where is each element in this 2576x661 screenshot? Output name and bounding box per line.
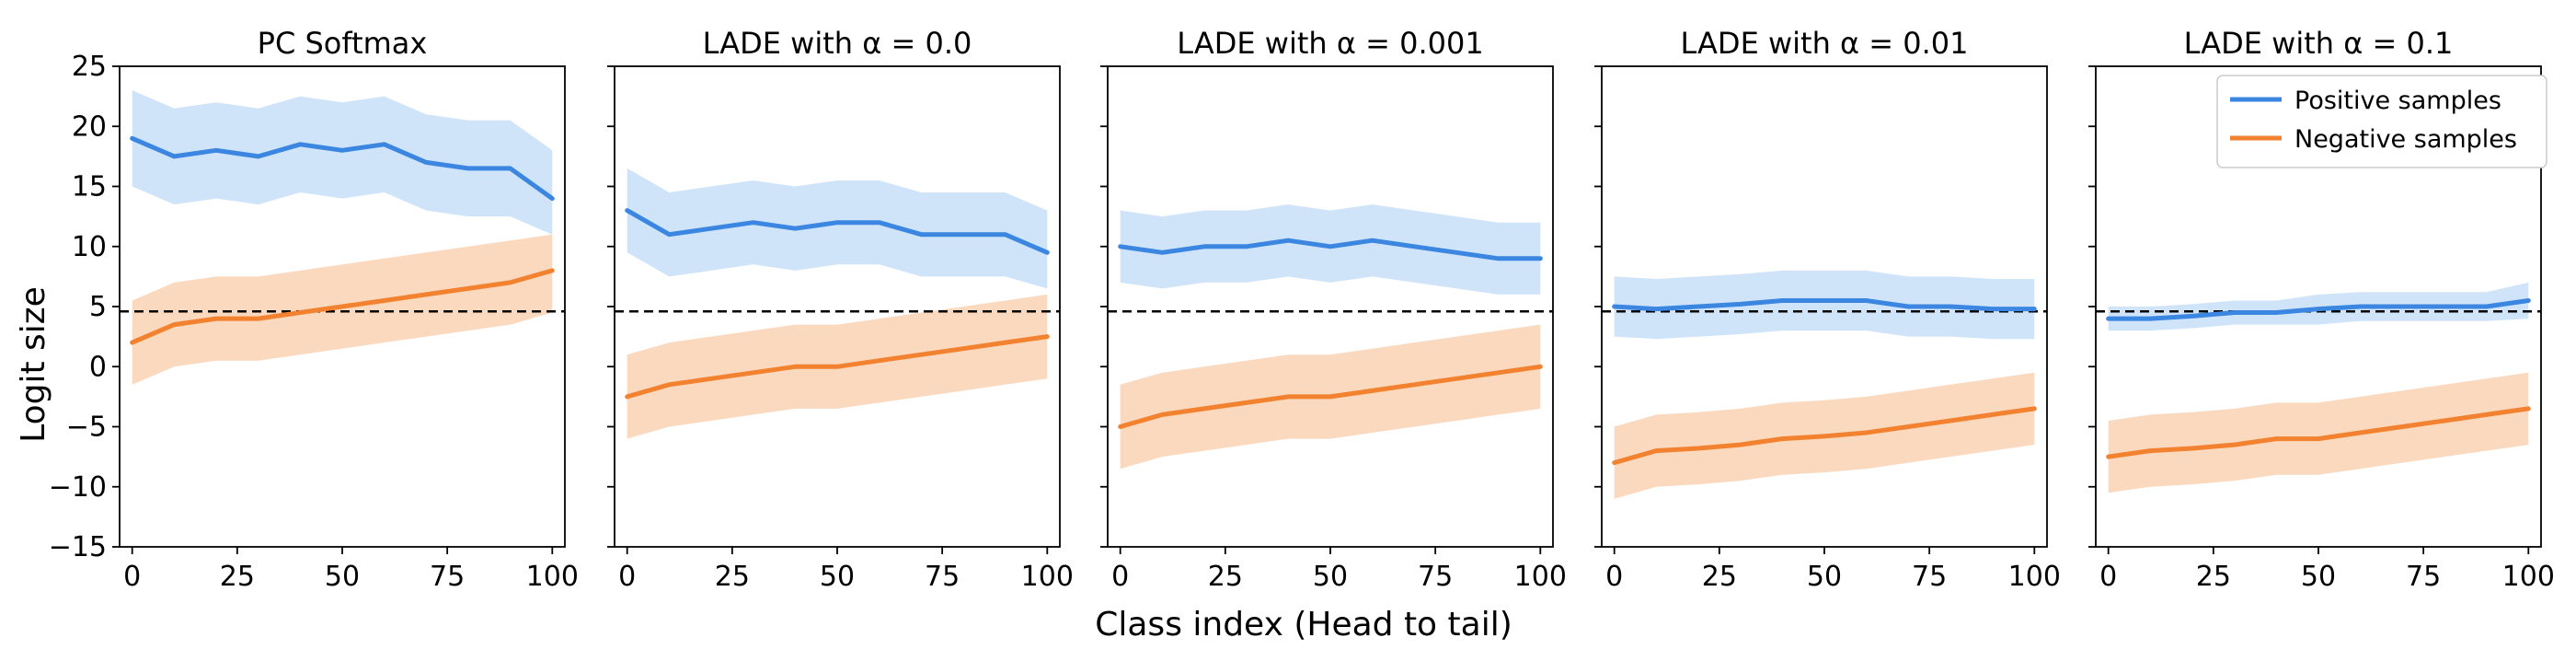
x-tick-label-3-0: 0	[1111, 561, 1129, 593]
panel-4: 0 25 50 75 100 LADE with α = 0.01	[1594, 26, 2061, 593]
line-positive-5	[2106, 298, 2531, 321]
line-negative-2	[625, 334, 1050, 400]
x-tick-label-5-3: 75	[2406, 561, 2441, 593]
x-tick-label-4-3: 75	[1912, 561, 1947, 593]
line-positive-3	[1118, 238, 1543, 261]
band-positive-4	[1614, 270, 2035, 340]
y-tick-label-0: −15	[49, 531, 107, 563]
x-tick-label-3-2: 50	[1313, 561, 1348, 593]
x-tick-label-4-1: 25	[1702, 561, 1737, 593]
band-positive-5	[2108, 282, 2529, 331]
x-tick-label-5-2: 50	[2301, 561, 2336, 593]
line-negative-3	[1118, 364, 1543, 429]
x-tick-label-4-2: 50	[1807, 561, 1842, 593]
x-tick-label-2-4: 100	[1021, 561, 1074, 593]
panel-5: 0 25 50 75 100 LADE with α = 0.1	[2088, 26, 2555, 593]
y-tick-label-6: 15	[72, 171, 107, 203]
x-tick-label-1-1: 25	[220, 561, 255, 593]
x-tick-label-2-0: 0	[618, 561, 636, 593]
x-tick-label-2-2: 50	[820, 561, 855, 593]
y-tick-label-7: 20	[72, 110, 107, 143]
line-negative-4	[1612, 406, 2037, 466]
legend-label-negative: Negative samples	[2294, 125, 2517, 154]
x-tick-label-3-3: 75	[1418, 561, 1453, 593]
line-positive-4	[1612, 298, 2037, 312]
y-tick-label-2: −5	[66, 412, 107, 444]
x-axis-label: Class index (Head to tail)	[1095, 606, 1512, 644]
legend-box	[2216, 75, 2547, 168]
x-tick-label-4-4: 100	[2008, 561, 2061, 593]
panel-title-1: PC Softmax	[258, 26, 428, 61]
band-negative-5	[2108, 372, 2529, 493]
x-tick-label-1-3: 75	[430, 561, 465, 593]
x-tick-label-2-3: 75	[925, 561, 960, 593]
line-positive-2	[625, 208, 1050, 255]
x-tick-label-5-0: 0	[2099, 561, 2117, 593]
x-tick-label-3-4: 100	[1514, 561, 1567, 593]
panel-3: 0 25 50 75 100 LADE with α = 0.001	[1100, 26, 1567, 593]
y-tick-label-1: −10	[49, 471, 107, 504]
line-negative-5	[2106, 406, 2531, 459]
legend: Positive samples Negative samples	[2216, 75, 2547, 168]
panel-title-2: LADE with α = 0.0	[703, 26, 972, 61]
y-tick-label-3: 0	[89, 351, 107, 383]
panel-frame-3	[1107, 65, 1554, 548]
band-positive-3	[1120, 204, 1541, 295]
panel-1: 0 25 50 75 100 −15 −10 −5 0 5 10 15 20 25 PC Softmax	[49, 26, 579, 593]
band-negative-1	[132, 234, 553, 385]
line-negative-1	[130, 268, 555, 345]
x-tick-label-1-4: 100	[526, 561, 579, 593]
panel-title-5: LADE with α = 0.1	[2184, 26, 2454, 61]
panels-group: 0 25 50 75 100 −15 −10 −5 0 5 10 15 20 25 PC Softmax 0 2…	[49, 26, 2555, 593]
panel-title-3: LADE with α = 0.001	[1177, 26, 1483, 61]
x-tick-label-1-2: 50	[325, 561, 360, 593]
band-positive-2	[627, 168, 1048, 289]
y-tick-label-5: 10	[72, 231, 107, 263]
panel-2: 0 25 50 75 100 LADE with α = 0.0	[607, 26, 1074, 593]
line-positive-1	[130, 135, 555, 202]
y-tick-label-8: 25	[72, 51, 107, 83]
y-axis-label: Logit size	[15, 286, 52, 443]
x-tick-label-5-1: 25	[2196, 561, 2231, 593]
x-tick-label-1-0: 0	[123, 561, 141, 593]
band-positive-1	[132, 90, 553, 235]
legend-label-positive: Positive samples	[2294, 87, 2501, 115]
x-tick-label-3-1: 25	[1208, 561, 1243, 593]
x-tick-label-5-4: 100	[2502, 561, 2555, 593]
y-tick-label-4: 5	[89, 291, 107, 323]
x-tick-label-4-0: 0	[1605, 561, 1623, 593]
panel-title-4: LADE with α = 0.01	[1680, 26, 1968, 61]
x-tick-label-2-1: 25	[715, 561, 750, 593]
